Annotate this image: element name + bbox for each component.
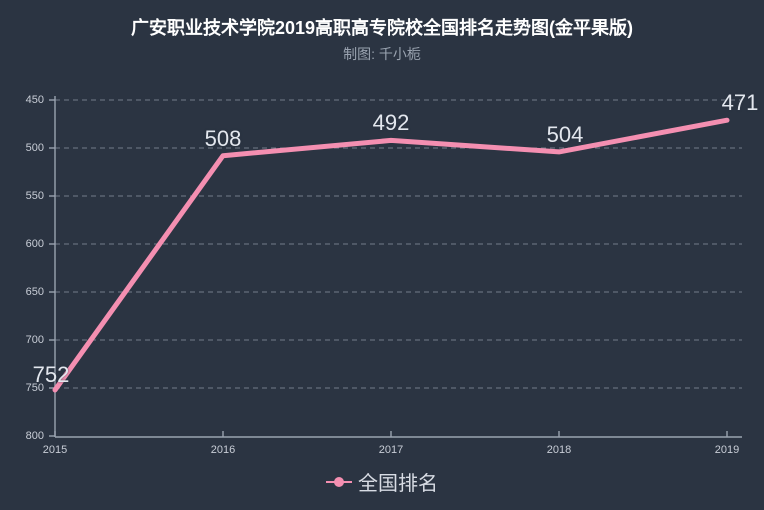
series-line-quanguopaiming — [52, 117, 730, 393]
legend-item-label[interactable]: 全国排名 — [358, 473, 438, 495]
x-tick-label: 2017 — [378, 444, 404, 456]
data-label: 504 — [546, 122, 584, 147]
chart-subtitle: 制图: 千小栀 — [343, 46, 421, 62]
legend-line-dot-icon — [326, 475, 352, 489]
x-tick-label: 2016 — [210, 444, 236, 456]
y-tick-label: 750 — [25, 382, 44, 394]
y-tick-label: 650 — [25, 286, 44, 298]
y-tick-label: 500 — [25, 142, 44, 154]
chart-legend: 全国排名 — [0, 467, 764, 496]
y-tick-label: 700 — [25, 334, 44, 346]
data-label: 492 — [372, 110, 410, 135]
y-axis-ticks — [49, 99, 55, 437]
x-axis-ticks — [54, 431, 728, 437]
y-tick-label: 550 — [25, 190, 44, 202]
x-tick-label: 2018 — [546, 444, 572, 456]
x-tick-label: 2019 — [714, 444, 740, 456]
y-tick-label: 450 — [25, 94, 44, 106]
data-label: 508 — [204, 126, 242, 151]
chart-title: 广安职业技术学院2019高职高专院校全国排名走势图(金平果版) — [130, 18, 634, 38]
y-tick-label: 800 — [25, 430, 44, 442]
data-label: 471 — [721, 90, 759, 115]
gridlines — [55, 99, 742, 389]
x-tick-label: 2015 — [42, 444, 68, 456]
y-tick-label: 600 — [25, 238, 44, 250]
data-label: 752 — [32, 362, 70, 387]
